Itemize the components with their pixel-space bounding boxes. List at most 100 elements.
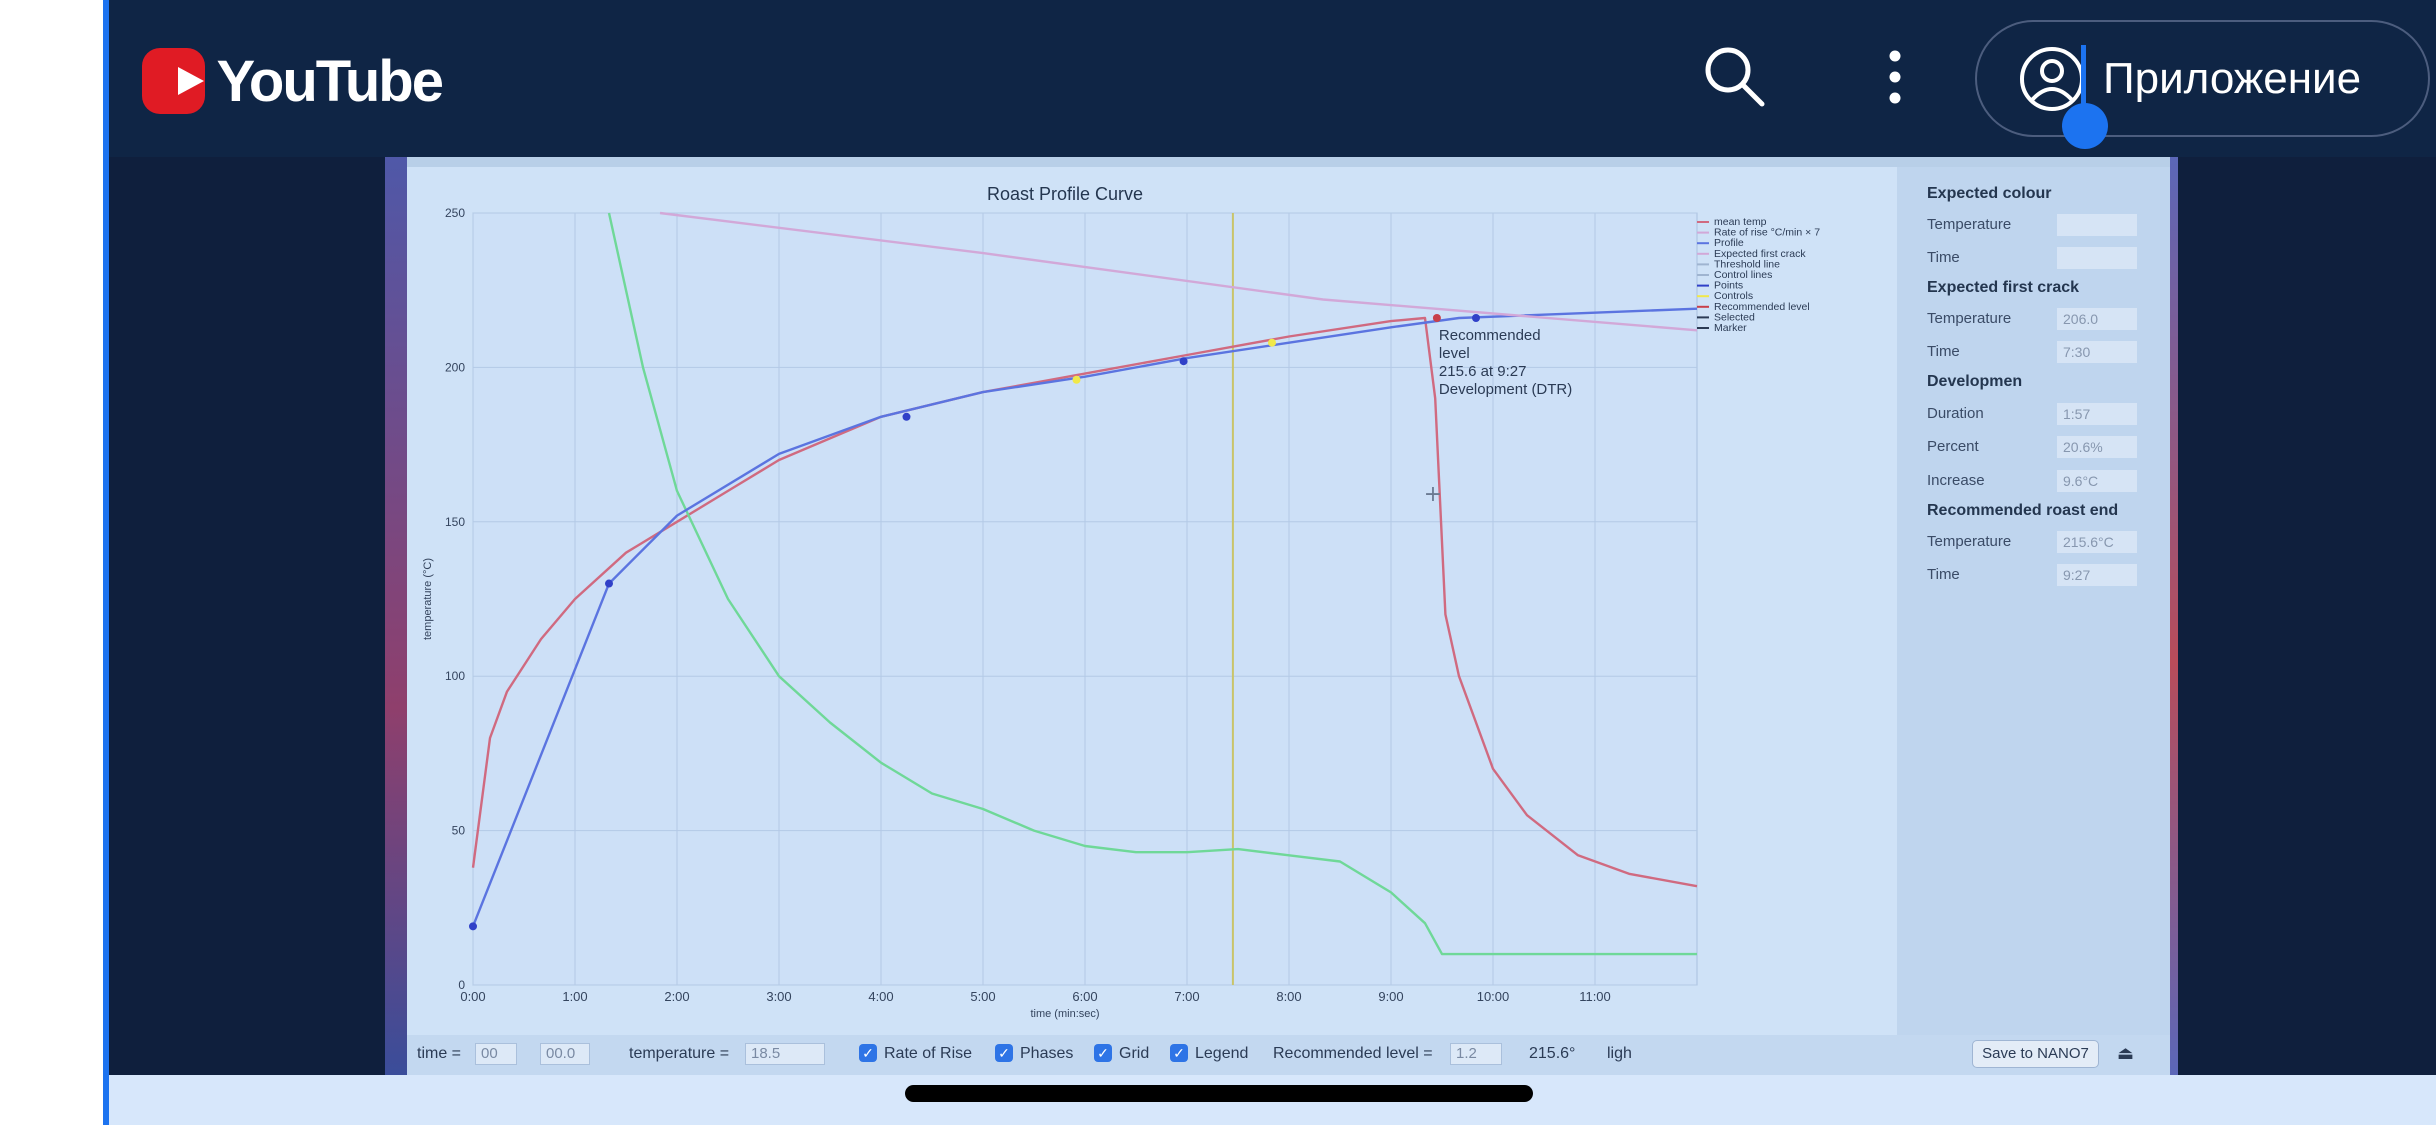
light-text: ligh (1607, 1045, 1632, 1062)
rate-of-rise-checkbox[interactable]: ✓ (859, 1044, 877, 1062)
first-crack-heading: Expected first crack (1927, 279, 2080, 296)
search-icon[interactable] (1700, 42, 1770, 112)
rate-of-rise-label: Rate of Rise (884, 1045, 973, 1062)
annotation-line: Development (DTR) (1439, 381, 1572, 398)
expected-colour-heading: Expected colour (1927, 185, 2052, 202)
legend-label: Legend (1195, 1045, 1249, 1062)
grid-checkbox[interactable]: ✓ (1094, 1044, 1112, 1062)
x-tick-label: 1:00 (562, 989, 587, 1004)
open-app-label: Приложение (2103, 53, 2362, 103)
y-tick-label: 200 (445, 360, 465, 374)
recommended-end-temperature-label: Temperature (1927, 533, 2012, 550)
home-indicator[interactable] (905, 1085, 1533, 1102)
x-tick-label: 3:00 (766, 989, 791, 1004)
recommended-level-field[interactable]: 1.2 (1450, 1043, 1502, 1065)
eject-icon[interactable]: ⏏ (2117, 1043, 2135, 1063)
annotation-line: 215.6 at 9:27 (1439, 363, 1527, 380)
development-increase-label: Increase (1927, 472, 1985, 489)
first-crack-temperature-field: 206.0 (2057, 308, 2137, 330)
recommended-end-time-field: 9:27 (2057, 564, 2137, 586)
edge-highlight (103, 0, 109, 1125)
recommended-end-heading: Recommended roast end (1927, 502, 2119, 519)
control-point (1268, 338, 1276, 347)
y-tick-label: 50 (452, 824, 466, 838)
annotation-line: Recommended (1439, 327, 1541, 344)
y-tick-label: 100 (445, 669, 465, 683)
y-tick-label: 0 (458, 978, 465, 992)
time-seconds-field[interactable]: 00.0 (540, 1043, 590, 1065)
temperature-field[interactable]: 18.5 (745, 1043, 825, 1065)
expected-colour-temperature-label: Temperature (1927, 216, 2012, 233)
legend-entry: Threshold line (1714, 258, 1780, 270)
recommended-level-label: Recommended level = (1273, 1045, 1433, 1062)
profile-point (1472, 313, 1480, 322)
video-left-edge (385, 157, 407, 1075)
development-heading: Developmen (1927, 373, 2023, 390)
more-vert-icon[interactable] (1880, 42, 1910, 112)
x-tick-label: 10:00 (1477, 989, 1510, 1004)
legend-entry: Recommended level (1714, 301, 1810, 313)
series-line-threshold-line (659, 211, 1698, 332)
development-duration-label: Duration (1927, 405, 1984, 422)
x-tick-label: 5:00 (970, 989, 995, 1004)
x-tick-label: 2:00 (664, 989, 689, 1004)
legend-entry: Expected first crack (1714, 248, 1806, 260)
legend-entry: Selected (1714, 311, 1755, 323)
series-line-rate-of-rise-c-min-7 (607, 212, 1697, 956)
expected-colour-time-field (2057, 247, 2137, 269)
legend-checkbox[interactable]: ✓ (1170, 1044, 1188, 1062)
app-tab-bar (407, 157, 2170, 167)
expected-colour-temperature-field (2057, 214, 2137, 236)
chart-toolbar: time = 00 00.0 temperature = 18.5 ✓ Rate… (407, 1035, 2170, 1075)
roast-profile-chart: 0:00 1:00 2:00 3:00 4:00 5:00 6:00 7:00 8:00 9:00… (422, 184, 1820, 1020)
y-tick-label: 250 (445, 206, 465, 220)
recommended-end-temperature-field: 215.6°C (2057, 531, 2137, 553)
legend-entry: Marker (1714, 322, 1747, 334)
recommended-temp-text: 215.6° (1529, 1045, 1576, 1062)
legend-entry: Profile (1714, 237, 1744, 249)
profile-point (1179, 357, 1188, 366)
x-tick-label: 11:00 (1579, 989, 1611, 1004)
save-to-nano7-button[interactable]: Save to NANO7 (1972, 1040, 2099, 1068)
profile-point (902, 412, 911, 421)
open-app-button[interactable]: Приложение (1975, 20, 2430, 137)
legend-entry: Points (1714, 280, 1743, 292)
recommended-end-time-label: Time (1927, 566, 1960, 583)
first-crack-time-field: 7:30 (2057, 341, 2137, 363)
control-point (1072, 375, 1081, 384)
crosshair-icon: + (1424, 482, 1442, 507)
y-tick-label: 150 (445, 515, 465, 529)
annotation-line: level (1439, 345, 1470, 362)
legend-entry: Control lines (1714, 269, 1772, 281)
touch-cursor-line (2081, 45, 2086, 120)
development-increase-field: 9.6°C (2057, 470, 2137, 492)
time-minutes-field[interactable]: 00 (475, 1043, 517, 1065)
temperature-label: temperature = (629, 1045, 730, 1062)
x-axis-label: time (min:sec) (1030, 1008, 1099, 1020)
x-tick-label: 9:00 (1378, 989, 1403, 1004)
left-margin (0, 0, 103, 1125)
expected-colour-time-label: Time (1927, 249, 1960, 266)
legend-entry: Controls (1714, 290, 1753, 302)
development-percent-field: 20.6% (2057, 436, 2137, 458)
youtube-wordmark: YouTube (216, 48, 444, 114)
x-tick-label: 6:00 (1072, 989, 1097, 1004)
phases-label: Phases (1020, 1045, 1074, 1062)
first-crack-temperature-label: Temperature (1927, 310, 2012, 327)
x-tick-label: 7:00 (1174, 989, 1199, 1004)
chart-title: Roast Profile Curve (987, 184, 1143, 204)
grid-label: Grid (1119, 1045, 1150, 1062)
touch-indicator (2062, 103, 2108, 149)
time-label: time = (417, 1045, 462, 1062)
account-circle-icon (2019, 46, 2085, 112)
development-percent-label: Percent (1927, 438, 1979, 455)
y-axis-label: temperature (°C) (422, 558, 434, 640)
profile-point (469, 922, 477, 931)
profile-point (605, 579, 613, 588)
phases-checkbox[interactable]: ✓ (995, 1044, 1013, 1062)
first-crack-time-label: Time (1927, 343, 1960, 360)
legend-entry: mean temp (1714, 216, 1767, 228)
youtube-logo[interactable]: YouTube (142, 46, 444, 116)
series-line-mean-temp (471, 316, 1698, 888)
youtube-play-icon (142, 48, 205, 114)
